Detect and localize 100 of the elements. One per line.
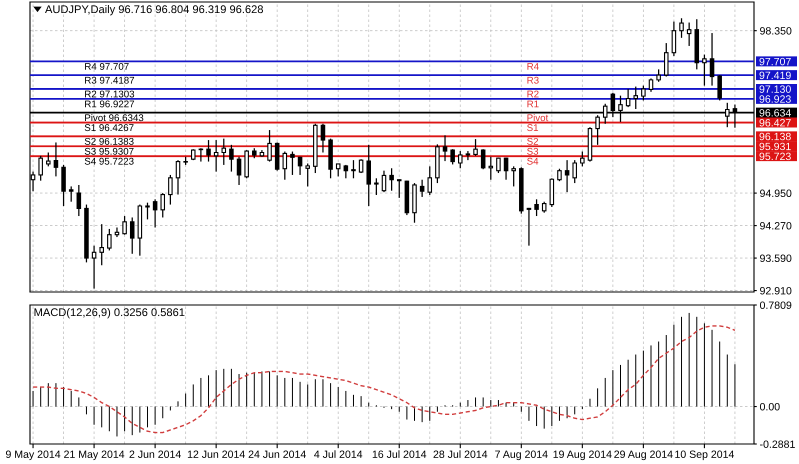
candlestick	[366, 144, 372, 207]
annotation: S2 96.1383	[84, 138, 134, 145]
annotation: S1	[527, 124, 538, 132]
annotation: R3	[527, 76, 539, 84]
candlestick	[282, 150, 288, 180]
x-tick-label: 12 Jun 2014	[188, 450, 245, 458]
candlestick	[534, 198, 539, 217]
y-tick-label: 98.350	[760, 27, 792, 35]
candlestick	[176, 160, 180, 196]
y-tick-label: 0.00	[760, 402, 780, 410]
ref-line-label: 96.923	[759, 95, 791, 103]
candlestick	[114, 226, 120, 238]
candlestick	[107, 228, 112, 252]
annotation: S1 96.4267	[84, 124, 134, 132]
candlestick	[267, 129, 272, 162]
y-tick-label: 94.950	[760, 190, 792, 198]
candlestick	[396, 178, 402, 199]
chart-title: AUDJPY,Daily 96.716 96.804 96.319 96.628	[45, 5, 263, 16]
candlestick	[717, 74, 722, 102]
candlestick	[344, 164, 348, 179]
candlestick	[374, 178, 379, 196]
line-series	[32, 325, 736, 434]
candlestick	[99, 224, 104, 266]
annotation: S4 95.7223	[84, 158, 134, 165]
candlestick	[480, 148, 486, 170]
candlestick	[526, 207, 532, 246]
ref-line-label: 96.138	[759, 132, 791, 140]
ref-line-label: 97.130	[759, 85, 791, 93]
candlestick	[130, 216, 134, 254]
annotation: Pivot	[527, 114, 548, 122]
chart-title: MACD(12,26,9) 0.3256 0.5861	[34, 308, 184, 318]
x-tick-label: 21 May 2014	[64, 450, 124, 460]
y-tick-label: 92.910	[760, 287, 792, 294]
candlestick	[466, 150, 470, 161]
candlestick	[160, 192, 166, 218]
candlestick	[351, 160, 356, 179]
annotation: S3 95.9307	[84, 148, 134, 155]
annotation: R4	[527, 63, 539, 70]
x-tick-label: 29 Aug 2014	[614, 450, 673, 460]
ref-line-label: 95.723	[759, 152, 791, 160]
candlestick	[389, 168, 394, 192]
x-tick-label: 4 Jul 2014	[314, 450, 362, 458]
x-tick-label: 9 May 2014	[6, 450, 60, 460]
candlestick	[504, 157, 508, 180]
candlestick	[572, 160, 577, 184]
candlestick	[222, 138, 226, 166]
candlestick	[298, 156, 302, 176]
annotation: S3	[527, 148, 538, 155]
x-tick-label: 28 Jul 2014	[434, 450, 488, 458]
candlestick	[68, 186, 74, 202]
annotation: R4 97.707	[85, 63, 129, 70]
ref-line-label: 96.634	[759, 109, 791, 117]
candlestick	[542, 201, 546, 214]
candlestick	[496, 157, 501, 174]
candlestick	[290, 150, 295, 176]
x-tick-label: 2 Jun 2014	[130, 450, 181, 458]
x-tick-label: 10 Sep 2014	[675, 450, 734, 460]
candlestick	[92, 245, 96, 290]
annotation: R1 96.9227	[85, 100, 134, 108]
candlestick	[633, 86, 638, 110]
candlestick	[320, 123, 326, 154]
candlestick	[76, 184, 82, 217]
candlestick	[557, 168, 562, 182]
candlestick	[473, 138, 478, 156]
candlestick	[382, 170, 386, 193]
candlestick	[648, 78, 654, 92]
y-tick-label: 93.590	[760, 254, 792, 262]
candlestick	[190, 148, 196, 161]
candlestick	[206, 139, 211, 162]
y-tick-label: 94.270	[760, 222, 792, 230]
candlestick	[679, 18, 684, 38]
candlestick	[656, 68, 661, 82]
x-tick-label: 7 Aug 2014	[495, 450, 548, 460]
x-tick-label: 24 Jun 2014	[248, 450, 306, 458]
candlestick	[702, 54, 707, 86]
candlestick	[229, 144, 234, 172]
annotation: S4	[527, 158, 538, 165]
candlestick	[626, 88, 630, 108]
annotation: R1	[527, 100, 539, 108]
candlestick	[710, 32, 714, 86]
candlestick	[686, 22, 692, 47]
y-tick-label: 0.7809	[760, 301, 792, 309]
ref-line-label: 97.419	[759, 72, 791, 80]
candlestick	[442, 134, 448, 162]
candlestick	[236, 156, 242, 186]
candlestick	[54, 142, 58, 178]
candlestick	[450, 148, 455, 166]
candlestick	[427, 166, 432, 196]
candlestick	[664, 42, 669, 78]
ref-line-label: 95.931	[759, 142, 791, 150]
candlestick	[198, 148, 204, 162]
candlestick	[168, 174, 173, 206]
candlestick	[564, 160, 570, 193]
annotation: R3 97.4187	[85, 76, 134, 84]
candlestick	[61, 164, 66, 207]
candlestick	[145, 202, 150, 220]
candlestick	[252, 148, 257, 159]
ref-line-label: 96.427	[759, 119, 791, 126]
candlestick	[511, 166, 516, 188]
annotation: R2 97.1303	[85, 90, 134, 98]
